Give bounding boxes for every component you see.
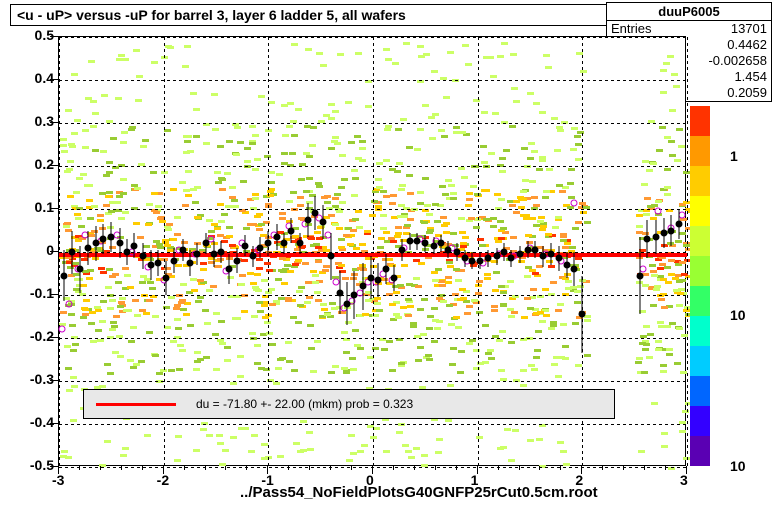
stats-name: duuP6005 <box>607 3 771 21</box>
fit-legend: du = -71.80 +- 22.00 (mkm) prob = 0.323 <box>83 389 615 419</box>
y-tick-label: -0.2 <box>30 328 54 344</box>
y-tick-label: 0.3 <box>35 113 54 129</box>
y-tick-label: -0.5 <box>30 457 54 473</box>
palette-tick-label: 1 <box>730 148 738 164</box>
plot-area: du = -71.80 +- 22.00 (mkm) prob = 0.323 <box>58 36 686 466</box>
y-tick-label: 0 <box>46 242 54 258</box>
palette-tick-label: 10 <box>730 307 746 323</box>
y-tick-label: 0.4 <box>35 70 54 86</box>
y-tick-label: 0.2 <box>35 156 54 172</box>
x-tick-label: -2 <box>157 472 169 488</box>
legend-line-sample <box>96 403 176 406</box>
x-tick-label: -3 <box>52 472 64 488</box>
palette-tick-label: 10 <box>730 458 746 474</box>
plot-title: <u - uP> versus -uP for barrel 3, layer … <box>10 4 610 26</box>
y-tick-label: -0.4 <box>30 414 54 430</box>
color-palette <box>690 106 710 466</box>
x-tick-label: 3 <box>680 472 688 488</box>
y-tick-label: 0.1 <box>35 199 54 215</box>
stats-row: Entries13701 <box>607 21 771 37</box>
y-tick-label: 0.5 <box>35 27 54 43</box>
footer-filename: ../Pass54_NoFieldPlotsG40GNFP25rCut0.5cm… <box>240 484 598 501</box>
y-tick-label: -0.1 <box>30 285 54 301</box>
y-tick-label: -0.3 <box>30 371 54 387</box>
legend-text: du = -71.80 +- 22.00 (mkm) prob = 0.323 <box>196 397 413 411</box>
